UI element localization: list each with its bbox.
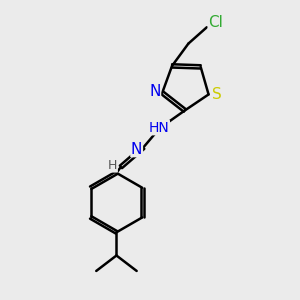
- Text: Cl: Cl: [208, 15, 223, 30]
- Text: S: S: [212, 87, 222, 102]
- Text: HN: HN: [148, 121, 169, 135]
- Text: N: N: [149, 84, 160, 99]
- Text: H: H: [108, 159, 117, 172]
- Text: N: N: [131, 142, 142, 157]
